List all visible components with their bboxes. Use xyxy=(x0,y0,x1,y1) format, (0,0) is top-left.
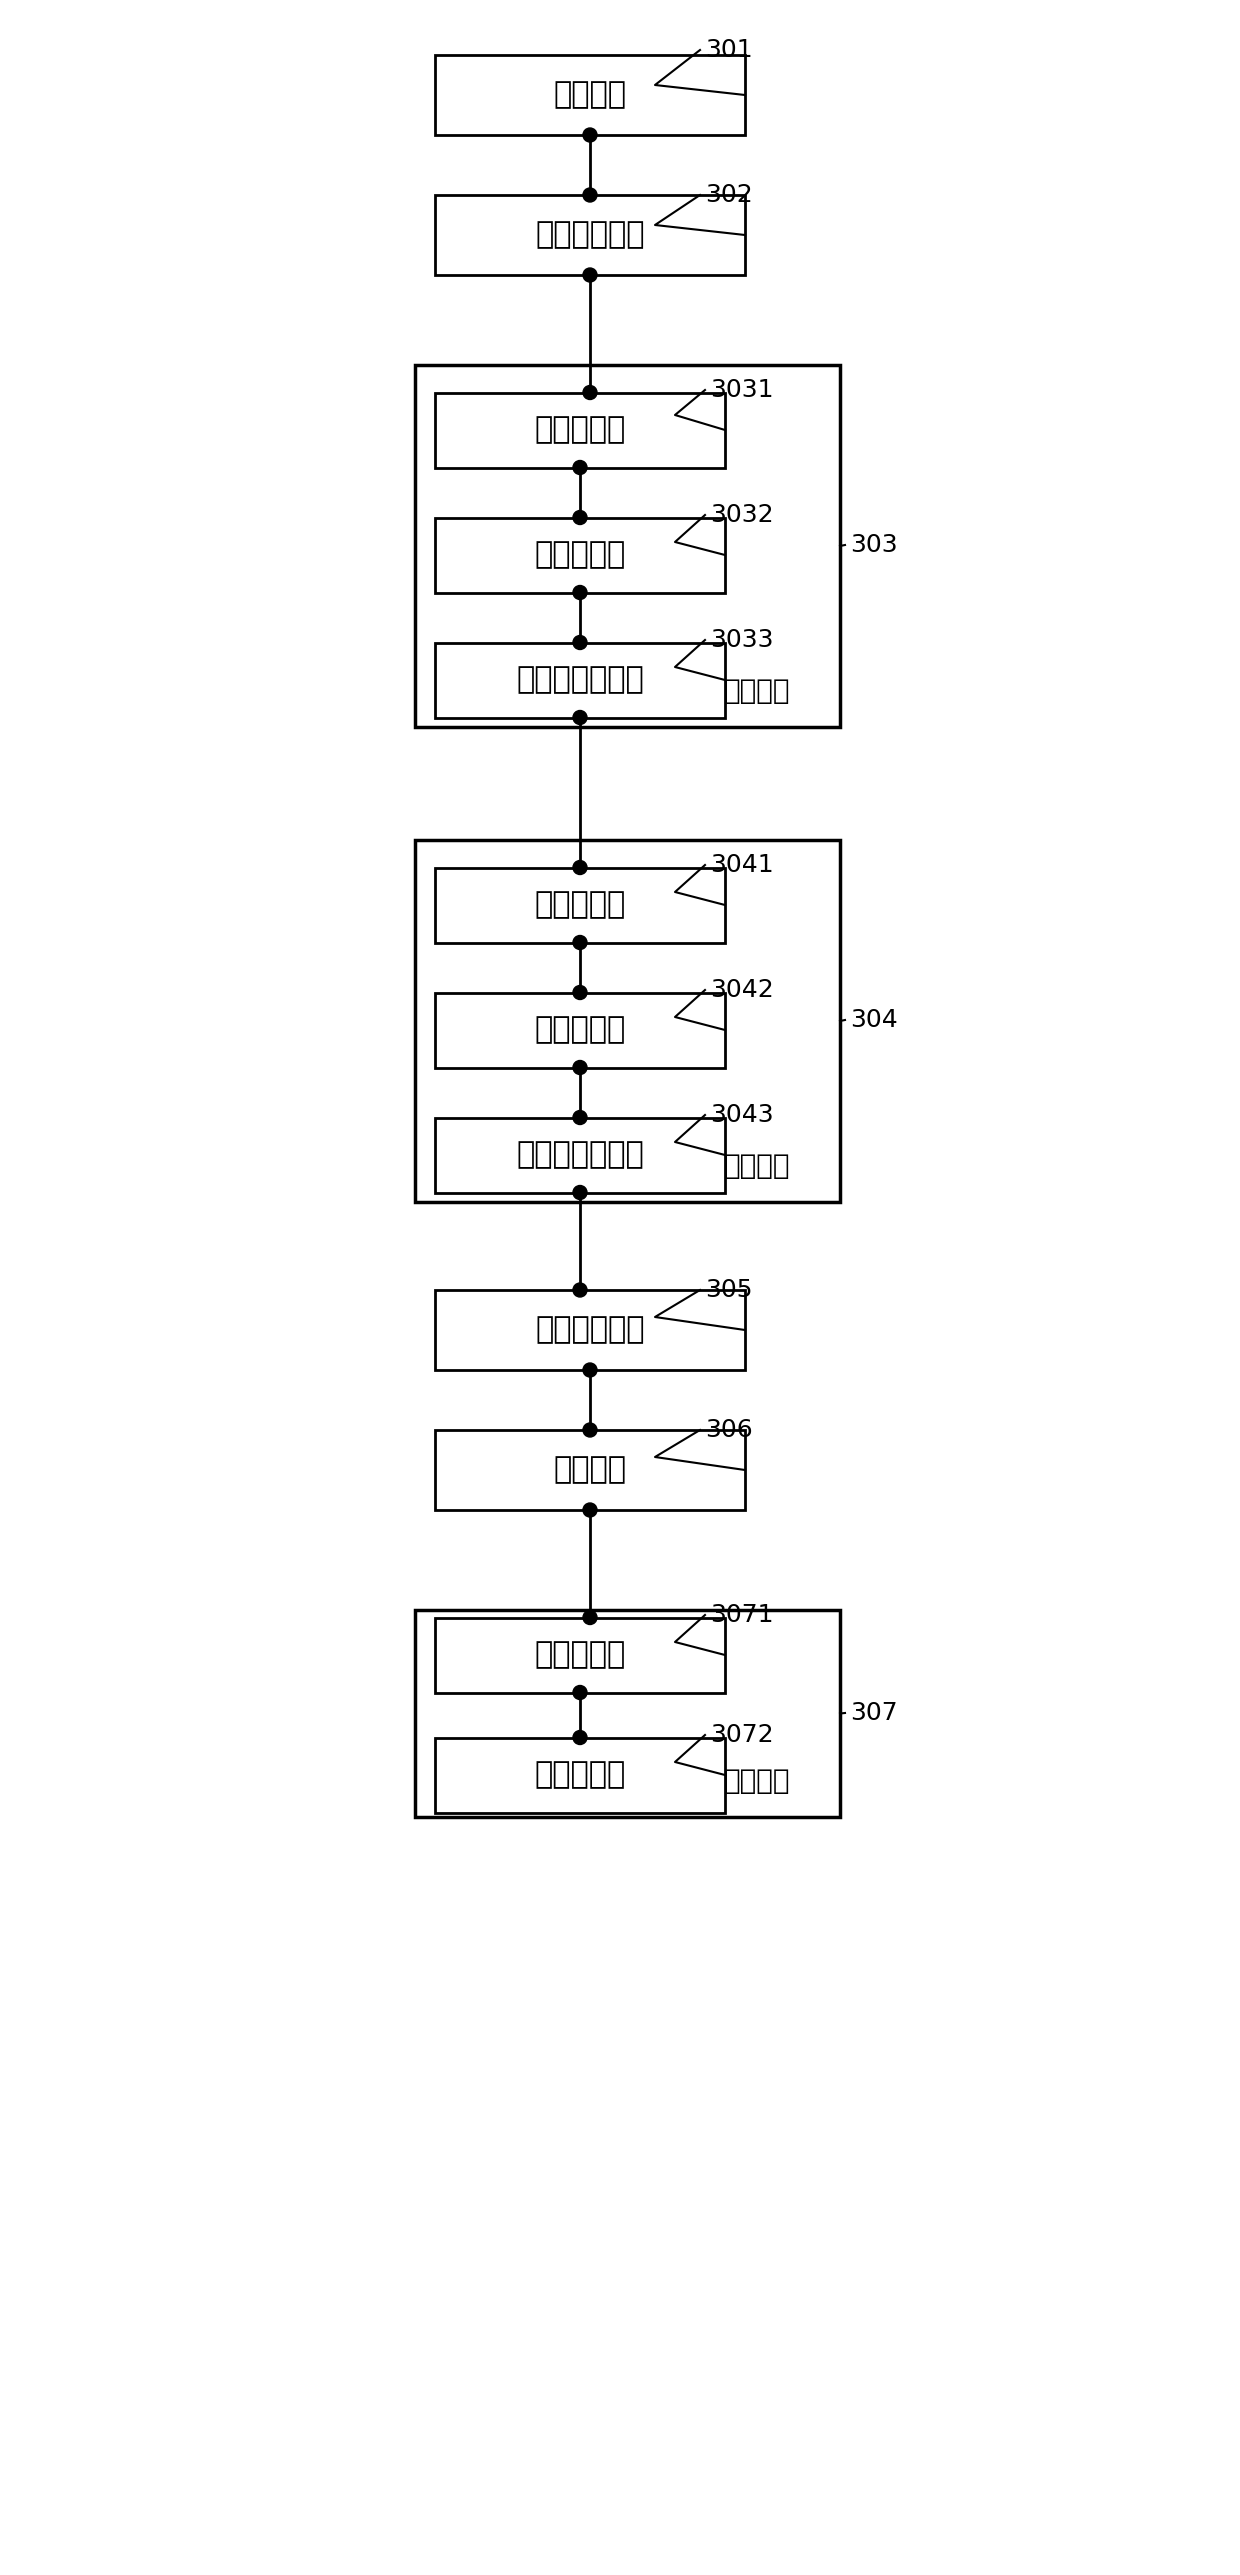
Circle shape xyxy=(573,1110,587,1125)
Circle shape xyxy=(573,935,587,950)
Circle shape xyxy=(573,510,587,525)
Bar xyxy=(435,868,725,942)
Text: 301: 301 xyxy=(706,39,753,62)
Text: 接收模块: 接收模块 xyxy=(553,1455,626,1486)
Text: 304: 304 xyxy=(849,1007,898,1033)
Circle shape xyxy=(573,461,587,474)
Bar xyxy=(435,1118,725,1192)
Text: 3031: 3031 xyxy=(711,379,774,402)
Circle shape xyxy=(583,268,596,283)
Text: 计算子模块: 计算子模块 xyxy=(534,891,626,919)
Text: 计算模块: 计算模块 xyxy=(723,1151,790,1179)
Text: 第二发送模块: 第二发送模块 xyxy=(536,1316,645,1344)
Bar xyxy=(435,1617,725,1692)
Text: 接收子模块: 接收子模块 xyxy=(534,415,626,445)
Bar xyxy=(435,518,725,592)
Text: 303: 303 xyxy=(849,533,898,556)
Bar xyxy=(415,839,839,1203)
Text: 3042: 3042 xyxy=(711,978,774,1002)
Circle shape xyxy=(573,711,587,724)
Text: 连接子模块: 连接子模块 xyxy=(534,541,626,569)
Text: 3033: 3033 xyxy=(711,628,774,651)
Circle shape xyxy=(583,1504,596,1517)
Circle shape xyxy=(583,1362,596,1378)
Circle shape xyxy=(583,1424,596,1437)
Text: 3072: 3072 xyxy=(711,1723,774,1746)
Circle shape xyxy=(573,585,587,600)
Text: 调整子模块: 调整子模块 xyxy=(534,1640,626,1669)
Bar xyxy=(435,391,725,469)
Circle shape xyxy=(573,1184,587,1200)
Bar xyxy=(435,1429,745,1509)
Circle shape xyxy=(573,636,587,649)
Text: 显示子模块: 显示子模块 xyxy=(534,1761,626,1790)
Bar xyxy=(415,366,839,726)
Circle shape xyxy=(583,1609,596,1625)
Bar xyxy=(435,1290,745,1370)
Text: 第一发送模块: 第一发送模块 xyxy=(536,221,645,250)
Text: 显示模块: 显示模块 xyxy=(723,1766,790,1795)
Circle shape xyxy=(573,1730,587,1743)
Text: 3043: 3043 xyxy=(711,1102,774,1128)
Circle shape xyxy=(583,188,596,201)
Circle shape xyxy=(573,860,587,876)
Bar xyxy=(435,196,745,276)
Text: 映射子模块: 映射子模块 xyxy=(534,1015,626,1045)
Text: 305: 305 xyxy=(706,1277,753,1303)
Circle shape xyxy=(583,386,596,399)
Bar xyxy=(435,644,725,718)
Bar xyxy=(415,1609,839,1818)
Circle shape xyxy=(583,129,596,142)
Text: 306: 306 xyxy=(706,1419,753,1442)
Text: 302: 302 xyxy=(706,183,753,206)
Circle shape xyxy=(573,986,587,999)
Bar xyxy=(435,1738,725,1813)
Text: 第二获取子模块: 第二获取子模块 xyxy=(516,1141,644,1169)
Bar xyxy=(435,54,745,134)
Circle shape xyxy=(573,1061,587,1074)
Text: 第一获取子模块: 第一获取子模块 xyxy=(516,664,644,695)
Bar xyxy=(435,991,725,1069)
Circle shape xyxy=(573,1282,587,1298)
Text: 3032: 3032 xyxy=(711,502,774,528)
Circle shape xyxy=(573,1687,587,1700)
Text: 配置模块: 配置模块 xyxy=(553,80,626,111)
Text: 3041: 3041 xyxy=(711,852,774,878)
Text: 307: 307 xyxy=(849,1702,898,1725)
Text: 获取模块: 获取模块 xyxy=(723,677,790,706)
Text: 3071: 3071 xyxy=(711,1604,774,1627)
